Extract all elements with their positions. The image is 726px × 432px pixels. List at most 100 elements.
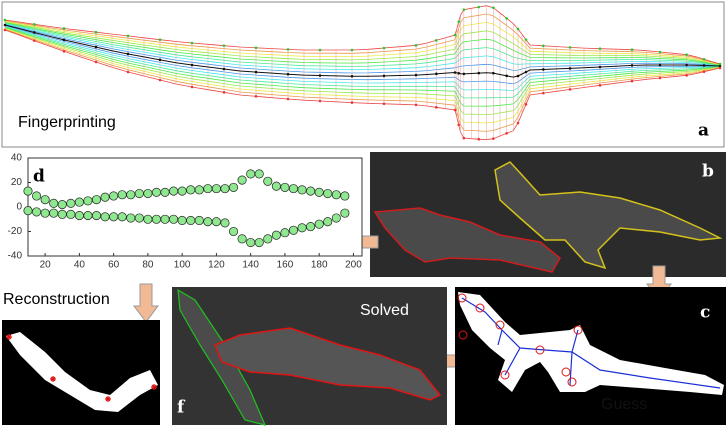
node — [630, 79, 634, 83]
node — [62, 38, 66, 42]
node — [158, 58, 162, 62]
node — [702, 70, 706, 74]
node — [158, 38, 162, 41]
star-markers — [6, 334, 157, 402]
point — [74, 211, 84, 221]
point — [177, 215, 187, 226]
point — [49, 208, 59, 218]
point — [246, 169, 256, 179]
skeleton — [461, 297, 721, 389]
point — [297, 185, 307, 195]
node — [658, 63, 662, 67]
point — [314, 219, 324, 229]
point — [331, 213, 341, 223]
node — [62, 50, 66, 53]
node — [685, 63, 688, 67]
node — [126, 70, 130, 74]
y-tick-label: 20 — [11, 177, 23, 188]
node — [350, 48, 354, 52]
point — [109, 212, 119, 222]
node — [3, 18, 7, 22]
node — [254, 70, 258, 74]
point — [186, 185, 196, 195]
point — [40, 195, 50, 205]
node — [3, 28, 7, 32]
node — [524, 38, 528, 41]
panel-label: c — [700, 303, 710, 323]
node — [414, 103, 418, 107]
panel-a-frame — [1, 1, 725, 148]
silhouette — [458, 292, 724, 395]
node — [462, 72, 466, 76]
node — [524, 70, 528, 74]
node — [630, 48, 634, 52]
point — [23, 186, 33, 196]
y-tick-label: -20 — [8, 226, 23, 237]
caption: Solved — [360, 302, 409, 319]
x-tick-label: 80 — [142, 260, 154, 271]
point — [263, 176, 273, 186]
node — [542, 44, 545, 48]
node — [658, 76, 662, 80]
point — [220, 218, 230, 228]
node — [94, 45, 98, 49]
node — [350, 75, 354, 78]
point — [57, 200, 67, 210]
x-tick-label: 160 — [277, 260, 294, 271]
node — [505, 74, 508, 78]
point — [23, 206, 33, 216]
point — [117, 190, 127, 200]
x-tick-label: 180 — [311, 260, 328, 271]
node — [414, 44, 418, 47]
point — [271, 181, 281, 191]
node — [318, 74, 322, 77]
point — [237, 234, 247, 244]
node — [718, 64, 722, 68]
y-tick-label: 40 — [11, 153, 23, 164]
point — [100, 212, 110, 222]
node — [286, 97, 290, 101]
panel-e-image — [2, 320, 160, 425]
y-tick-label: 0 — [16, 202, 22, 213]
point — [280, 228, 290, 238]
plot-frame — [27, 157, 363, 257]
node — [62, 27, 66, 30]
node — [382, 46, 386, 50]
node — [453, 108, 457, 112]
node — [492, 71, 495, 75]
node — [190, 41, 194, 45]
joint-markers — [457, 293, 583, 387]
node — [318, 48, 322, 52]
node — [477, 5, 481, 9]
x-tick-label: 120 — [208, 260, 225, 271]
node — [598, 47, 602, 50]
shark-outline — [214, 327, 442, 401]
node — [718, 66, 722, 70]
point — [288, 184, 299, 194]
point — [151, 187, 162, 197]
node — [435, 106, 438, 109]
point — [246, 237, 256, 248]
point — [263, 234, 273, 244]
point — [40, 208, 50, 218]
fingerprint-lines — [3, 5, 722, 141]
point — [177, 186, 187, 196]
node — [318, 99, 322, 103]
point — [109, 191, 119, 201]
chart — [23, 157, 354, 257]
point — [91, 211, 102, 221]
point — [134, 188, 144, 199]
point — [280, 182, 290, 192]
point — [143, 188, 153, 199]
node — [568, 46, 572, 49]
node — [524, 103, 528, 106]
node — [126, 52, 130, 56]
node — [685, 53, 688, 56]
x-tick-label: 100 — [174, 260, 191, 271]
point — [297, 223, 307, 233]
point — [203, 217, 213, 227]
caption: Reconstruction — [3, 291, 110, 308]
point — [211, 217, 221, 227]
silhouette — [6, 332, 158, 412]
point — [237, 175, 247, 185]
